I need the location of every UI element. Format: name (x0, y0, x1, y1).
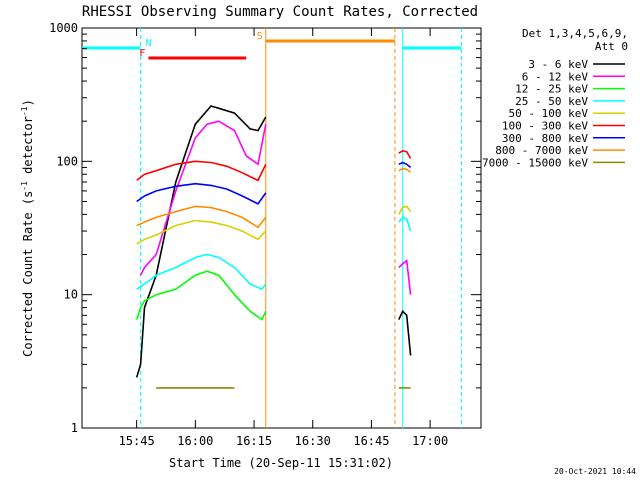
plot-frame (81, 27, 482, 429)
x-tick-label-2: 16:15 (236, 434, 272, 448)
y-tick-label-1: 10 (64, 288, 78, 302)
legend-label-3: 25 - 50 keV (515, 95, 588, 108)
series-line-4-seg0 (136, 219, 267, 245)
series-line-5-seg1 (398, 149, 412, 159)
y-tick-label-2: 100 (56, 154, 78, 168)
legend-label-0: 3 - 6 keV (528, 58, 588, 71)
y-axis-label-main: Corrected Count Rate (s (21, 191, 35, 357)
series-line-0-seg0 (135, 105, 267, 378)
legend-header-line2: Att 0 (595, 40, 628, 53)
x-axis-label: Start Time (20-Sep-11 15:31:02) (169, 456, 393, 470)
legend-label-7: 800 - 7000 keV (495, 144, 588, 157)
x-tick-label-5: 17:00 (412, 434, 448, 448)
legend-label-5: 100 - 300 keV (502, 120, 588, 133)
y-axis-label-end: ) (21, 99, 35, 106)
series-line-7-seg1 (398, 167, 412, 173)
attenuator-annotations: NF S (82, 31, 462, 60)
y-tick-label-0: 1 (71, 421, 78, 435)
vertical-markers (140, 28, 462, 428)
series-line-7-seg0 (136, 205, 267, 229)
annotation-label-N: N (146, 38, 152, 49)
legend-header-line1: Det 1,3,4,5,6,9, (522, 27, 628, 40)
timestamp: 20-Oct-2021 10:44 (554, 467, 636, 476)
legend-label-1: 6 - 12 keV (522, 70, 589, 83)
chart-title: RHESSI Observing Summary Count Rates, Co… (82, 4, 478, 20)
x-tick-label-0: 15:45 (119, 434, 155, 448)
y-tick-label-3: 1000 (49, 21, 78, 35)
series-line-1-seg1 (398, 259, 412, 295)
y-axis-label-mid: detector (21, 116, 35, 181)
series-line-2-seg0 (135, 270, 267, 321)
series-line-3-seg1 (398, 216, 412, 232)
series-line-4-seg1 (398, 205, 412, 215)
annotation-label-F: F (139, 48, 145, 59)
x-tick-label-3: 16:30 (295, 434, 331, 448)
legend-label-6: 300 - 800 keV (502, 132, 588, 145)
series-line-3-seg0 (136, 253, 267, 291)
legend-label-4: 50 - 100 keV (509, 107, 589, 120)
series-line-0-seg1 (398, 309, 412, 356)
y-axis-label: Corrected Count Rate (s-1 detector-1) (20, 99, 35, 357)
series-line-5-seg0 (136, 160, 267, 182)
axes-ticks: 15:45 16:00 16:15 16:30 16:45 17:00 1 10 100 1000 (49, 21, 481, 448)
y-axis-label-sup1: -1 (20, 181, 29, 191)
series-line-6-seg0 (136, 182, 267, 205)
annotation-label-S: S (257, 31, 263, 42)
series-lines (135, 105, 412, 389)
legend-label-2: 12 - 25 keV (515, 83, 588, 96)
series-line-6-seg1 (398, 161, 412, 169)
legend-label-8: 7000 - 15000 keV (482, 156, 588, 169)
y-axis-label-sup2: -1 (20, 106, 29, 116)
series-line-1-seg0 (139, 120, 267, 276)
x-tick-label-4: 16:45 (353, 434, 389, 448)
x-tick-label-1: 16:00 (177, 434, 213, 448)
